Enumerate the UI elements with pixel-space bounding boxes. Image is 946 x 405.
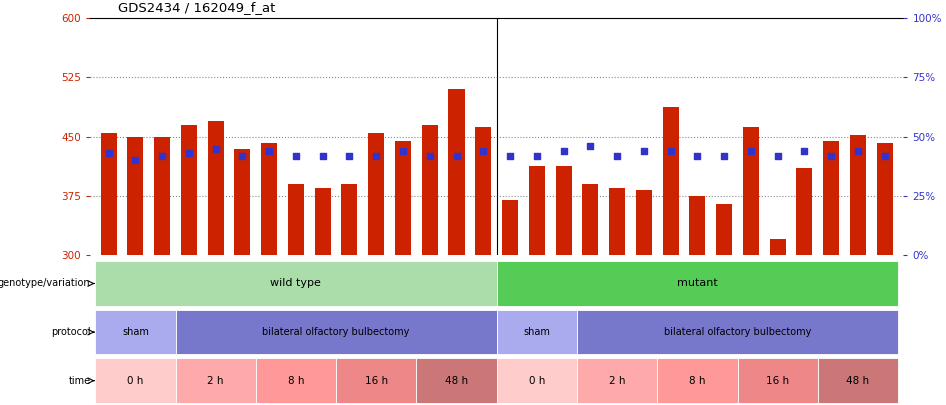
Point <box>289 152 304 159</box>
Bar <box>394 141 411 255</box>
Bar <box>336 358 416 403</box>
Bar <box>416 358 497 403</box>
Point <box>235 152 250 159</box>
Point <box>182 150 197 156</box>
Text: bilateral olfactory bulbectomy: bilateral olfactory bulbectomy <box>262 327 410 337</box>
Bar <box>235 149 251 255</box>
Text: protocol: protocol <box>51 327 91 337</box>
Bar <box>288 184 304 255</box>
Bar <box>128 137 144 255</box>
Text: 48 h: 48 h <box>445 376 468 386</box>
Point <box>529 152 544 159</box>
Bar <box>342 184 358 255</box>
Point <box>502 152 517 159</box>
Bar <box>529 166 545 255</box>
Bar <box>422 125 438 255</box>
Point <box>850 148 866 154</box>
Bar <box>96 358 176 403</box>
Bar <box>583 184 598 255</box>
Bar <box>716 204 732 255</box>
Bar <box>100 133 116 255</box>
Bar <box>609 188 625 255</box>
Text: 2 h: 2 h <box>207 376 224 386</box>
Text: 16 h: 16 h <box>364 376 388 386</box>
Point <box>824 152 839 159</box>
Bar <box>315 188 331 255</box>
Bar <box>877 143 893 255</box>
Point <box>449 152 464 159</box>
Text: wild type: wild type <box>271 279 322 288</box>
Bar <box>577 358 657 403</box>
Bar <box>823 141 839 255</box>
Text: bilateral olfactory bulbectomy: bilateral olfactory bulbectomy <box>664 327 811 337</box>
Point <box>877 152 892 159</box>
Point <box>262 148 277 154</box>
Point <box>770 152 785 159</box>
Text: 0 h: 0 h <box>127 376 144 386</box>
Point <box>128 157 143 164</box>
Point <box>342 152 357 159</box>
Bar <box>368 133 384 255</box>
Bar <box>797 168 813 255</box>
Text: mutant: mutant <box>677 279 718 288</box>
Bar <box>255 358 336 403</box>
Bar <box>475 127 491 255</box>
Bar <box>738 358 817 403</box>
Point <box>556 148 571 154</box>
Bar <box>850 135 866 255</box>
Text: 0 h: 0 h <box>529 376 545 386</box>
Point <box>369 152 384 159</box>
Bar <box>497 310 577 354</box>
Bar <box>96 261 497 306</box>
Bar <box>770 239 786 255</box>
Text: sham: sham <box>523 327 551 337</box>
Bar <box>662 107 678 255</box>
Point <box>101 150 116 156</box>
Bar <box>96 310 176 354</box>
Point <box>716 152 731 159</box>
Bar <box>502 200 518 255</box>
Point <box>422 152 437 159</box>
Bar <box>577 310 898 354</box>
Point <box>395 148 411 154</box>
Point <box>744 148 759 154</box>
Bar <box>743 127 759 255</box>
Bar <box>497 261 898 306</box>
Bar <box>497 358 577 403</box>
Point <box>609 152 624 159</box>
Point <box>637 148 652 154</box>
Bar <box>690 196 706 255</box>
Point <box>476 148 491 154</box>
Bar <box>636 190 652 255</box>
Point <box>583 143 598 149</box>
Text: 48 h: 48 h <box>847 376 869 386</box>
Bar <box>154 137 170 255</box>
Text: time: time <box>68 376 91 386</box>
Text: 16 h: 16 h <box>766 376 789 386</box>
Bar <box>261 143 277 255</box>
Text: 8 h: 8 h <box>689 376 706 386</box>
Bar <box>448 90 464 255</box>
Bar <box>176 310 497 354</box>
Bar <box>555 166 571 255</box>
Text: 8 h: 8 h <box>288 376 305 386</box>
Point <box>797 148 812 154</box>
Bar <box>207 121 223 255</box>
Point <box>208 145 223 152</box>
Point <box>690 152 705 159</box>
Point <box>663 148 678 154</box>
Bar <box>657 358 738 403</box>
Bar <box>176 358 255 403</box>
Text: GDS2434 / 162049_f_at: GDS2434 / 162049_f_at <box>118 1 275 14</box>
Bar <box>817 358 898 403</box>
Text: 2 h: 2 h <box>609 376 625 386</box>
Text: sham: sham <box>122 327 149 337</box>
Point <box>154 152 169 159</box>
Point <box>315 152 330 159</box>
Text: genotype/variation: genotype/variation <box>0 279 91 288</box>
Bar <box>181 125 197 255</box>
